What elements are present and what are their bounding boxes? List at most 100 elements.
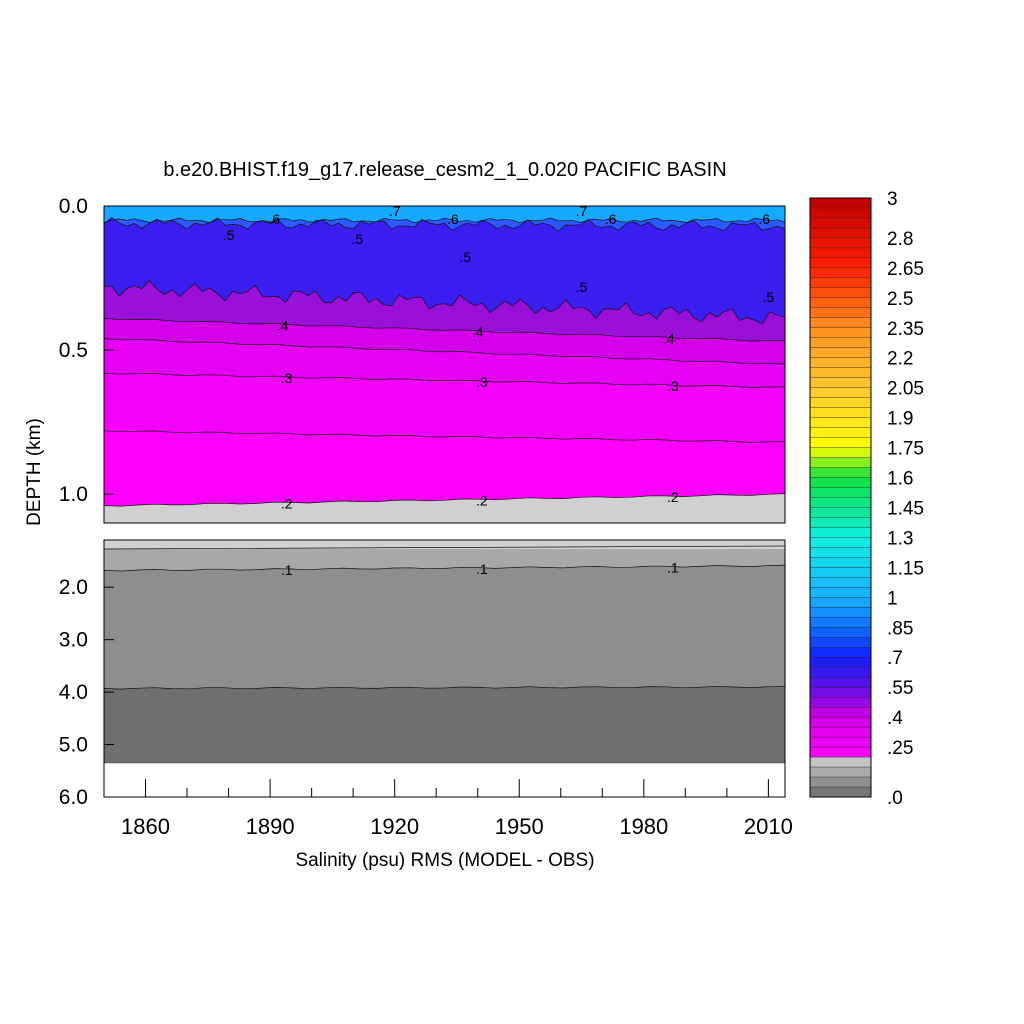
colorbar-cell bbox=[809, 657, 872, 668]
contour-label: .6 bbox=[268, 211, 280, 227]
colorbar-cell bbox=[809, 577, 872, 588]
colorbar-cell bbox=[809, 227, 872, 239]
contour-label: .2 bbox=[476, 492, 488, 508]
colorbar-cell bbox=[809, 327, 872, 339]
colorbar-label: .85 bbox=[887, 618, 913, 639]
x-tick-label: 1980 bbox=[619, 814, 668, 839]
colorbar-cell bbox=[809, 457, 872, 469]
colorbar-label: 2.5 bbox=[887, 289, 913, 310]
contour-label: .6 bbox=[447, 211, 459, 227]
colorbar-cell bbox=[809, 667, 872, 678]
colorbar-cell bbox=[809, 287, 872, 299]
colorbar-cell bbox=[809, 347, 872, 359]
contour-label: .4 bbox=[472, 324, 484, 340]
contour-label: .1 bbox=[667, 560, 679, 576]
colorbar-cell bbox=[809, 257, 872, 269]
colorbar-label: 1.6 bbox=[887, 469, 913, 490]
colorbar-cell bbox=[809, 756, 872, 768]
colorbar-label: 2.35 bbox=[887, 319, 924, 340]
colorbar-cell bbox=[809, 297, 872, 309]
contour-label: .6 bbox=[758, 211, 770, 227]
colorbar-cell bbox=[809, 716, 872, 728]
colorbar-label: 1.3 bbox=[887, 528, 913, 549]
contour-label: .5 bbox=[576, 279, 588, 295]
colorbar-cell bbox=[809, 696, 872, 708]
contour-label: .1 bbox=[281, 562, 293, 578]
x-tick-label: 1890 bbox=[246, 814, 295, 839]
colorbar-cell bbox=[809, 627, 872, 638]
colorbar-cell bbox=[809, 337, 872, 349]
colorbar-label: .4 bbox=[887, 708, 903, 729]
colorbar-label: 1.9 bbox=[887, 409, 913, 430]
colorbar-cell bbox=[809, 267, 872, 279]
colorbar-cell bbox=[809, 197, 872, 209]
lower-panel: .1 .1 .1 2.0 3.0 4.0 5.0 6.0 1860 1890 1920 1950 1… bbox=[59, 539, 793, 839]
colorbar-cell bbox=[809, 247, 872, 259]
y-tick-label: 5.0 bbox=[59, 734, 88, 757]
colorbar-cell bbox=[809, 547, 872, 558]
contour-line-035 bbox=[104, 338, 785, 365]
colorbar-cell bbox=[809, 307, 872, 319]
contour-label: .3 bbox=[476, 374, 488, 390]
colorbar-cell bbox=[809, 527, 872, 538]
contour-line-01 bbox=[104, 564, 785, 572]
contour-label: .5 bbox=[351, 231, 363, 247]
colorbar-cell bbox=[809, 217, 872, 229]
contour-label: .3 bbox=[667, 378, 679, 394]
colorbar-cell bbox=[809, 377, 872, 389]
colorbar-label: 2.65 bbox=[887, 259, 924, 280]
band-grey-dark bbox=[104, 686, 785, 763]
contour-label: .5 bbox=[763, 289, 775, 305]
colorbar-cell bbox=[809, 427, 872, 439]
upper-panel-frame bbox=[103, 205, 786, 524]
colorbar-cell bbox=[809, 237, 872, 249]
colorbar-cell bbox=[809, 277, 872, 289]
contour-line-04 bbox=[104, 318, 785, 342]
colorbar-label: .55 bbox=[887, 678, 913, 699]
colorbar-cell bbox=[809, 437, 872, 449]
colorbar-cell bbox=[809, 537, 872, 548]
colorbar-cell bbox=[809, 587, 872, 598]
colorbar-cell bbox=[809, 647, 872, 658]
colorbar: 3 2.8 2.65 2.5 2.35 2.2 2.05 1.9 1.75 1.6 1.45 1.3 1… bbox=[809, 189, 924, 809]
y-tick-label: 0.0 bbox=[59, 195, 88, 218]
contour-line-005 bbox=[104, 685, 785, 690]
colorbar-cell bbox=[809, 477, 872, 489]
contour-line-07 bbox=[104, 217, 785, 224]
contour-label: .4 bbox=[277, 317, 289, 333]
colorbar-cell bbox=[809, 467, 872, 479]
y-axis-label: DEPTH (km) bbox=[24, 418, 45, 526]
contour-line-02 bbox=[104, 493, 785, 507]
colorbar-cell bbox=[809, 317, 872, 329]
y-tick-label: 0.5 bbox=[59, 339, 88, 362]
colorbar-cell bbox=[809, 746, 872, 758]
colorbar-cell bbox=[809, 557, 872, 568]
colorbar-cell bbox=[809, 567, 872, 578]
contour-label: .2 bbox=[281, 496, 293, 512]
colorbar-cell bbox=[809, 407, 872, 419]
colorbar-cell bbox=[809, 487, 872, 498]
chart-title: b.e20.BHIST.f19_g17.release_cesm2_1_0.02… bbox=[163, 159, 726, 181]
colorbar-cell bbox=[809, 597, 872, 608]
lower-panel-frame bbox=[103, 539, 786, 798]
colorbar-cell bbox=[809, 497, 872, 508]
y-tick-label: 6.0 bbox=[59, 786, 88, 809]
colorbar-cell bbox=[809, 357, 872, 369]
x-tick-label: 1950 bbox=[495, 814, 544, 839]
contour-label: .7 bbox=[389, 203, 401, 219]
colorbar-cell bbox=[809, 766, 872, 778]
contour-label: .7 bbox=[576, 203, 588, 219]
colorbar-label: 1 bbox=[887, 588, 898, 609]
contour-label: .3 bbox=[281, 370, 293, 386]
colorbar-frame bbox=[809, 197, 872, 798]
colorbar-label: 2.2 bbox=[887, 349, 913, 370]
colorbar-cell bbox=[809, 607, 872, 618]
colorbar-cell bbox=[809, 387, 872, 399]
contour-line-03 bbox=[104, 372, 785, 388]
upper-panel: .7 .7 .6 .6 .6 .6 .5 .5 .5 .5 .5 .4 .4 .4 .3 .3 .3 .2 .2 .2… bbox=[59, 195, 786, 524]
y-tick-label: 2.0 bbox=[59, 576, 88, 599]
x-tick-label: 1920 bbox=[370, 814, 419, 839]
colorbar-label: .0 bbox=[887, 788, 903, 809]
contour-line-06 bbox=[104, 217, 785, 232]
